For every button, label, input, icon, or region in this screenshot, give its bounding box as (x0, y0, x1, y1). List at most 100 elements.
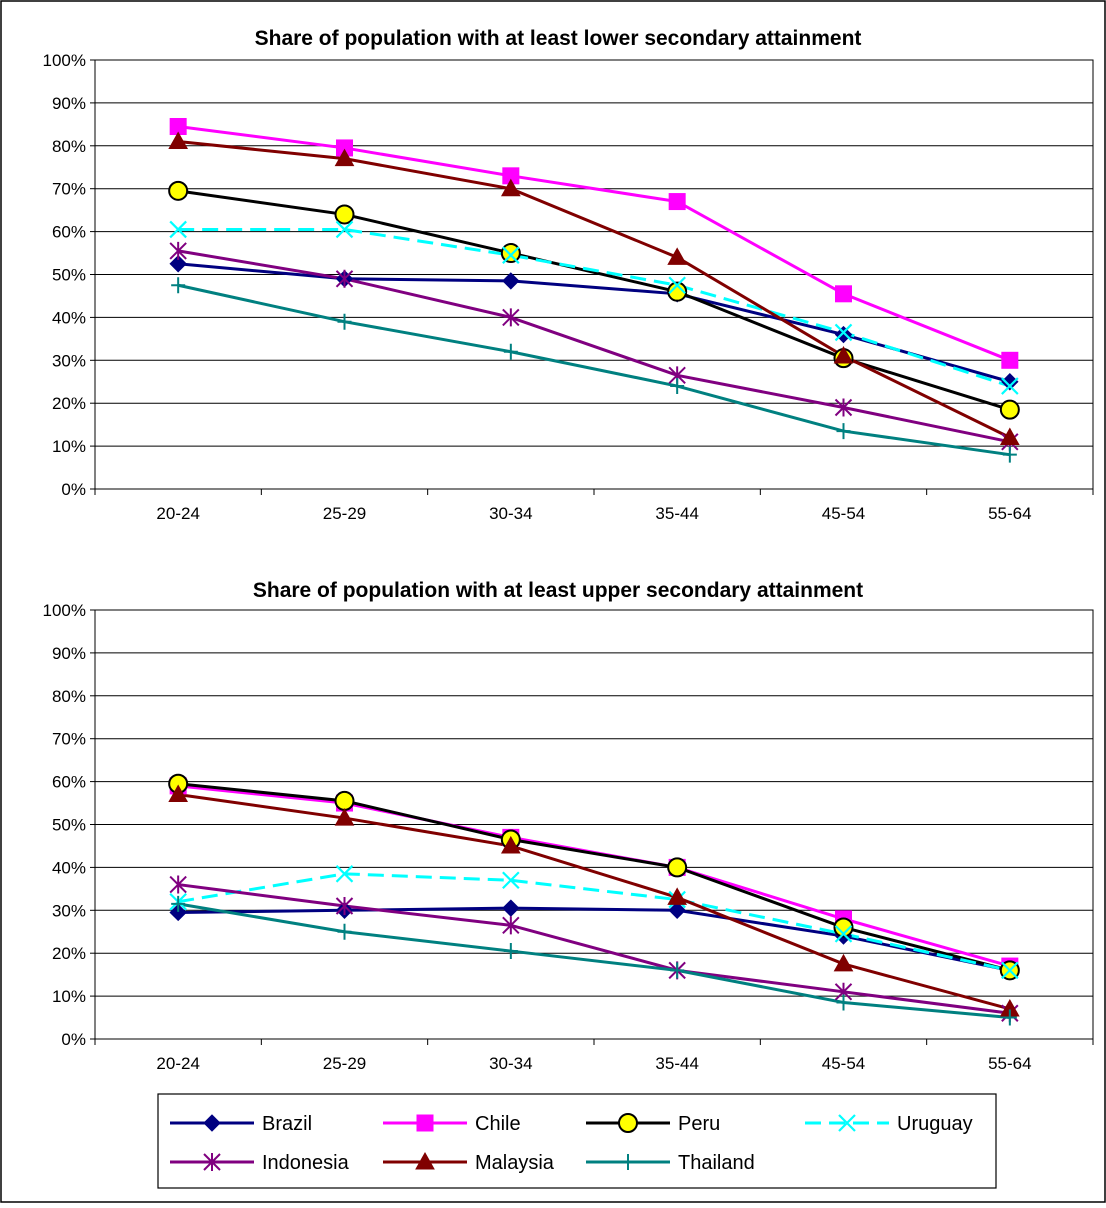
legend-chile-marker (416, 1114, 434, 1132)
legend-indonesia-marker (203, 1153, 221, 1171)
x-tick-label: 35-44 (655, 504, 698, 523)
point-thailand-marker (503, 343, 518, 360)
series-line-malaysia (177, 792, 1011, 1011)
series-line-brazil (178, 906, 1011, 972)
legend-label: Chile (475, 1113, 521, 1135)
point-peru-marker (168, 180, 189, 201)
series-line-uruguay (177, 872, 1011, 972)
legend-item-brazil: Brazil (170, 1113, 312, 1135)
point-malaysia-marker (334, 148, 355, 167)
x-tick-label: 25-29 (323, 1054, 366, 1073)
point-uruguay-marker (1001, 961, 1019, 980)
point-peru-marker (334, 204, 355, 225)
x-tick-label: 55-64 (988, 1054, 1031, 1073)
y-tick-label: 70% (52, 730, 86, 749)
y-tick-label: 80% (52, 687, 86, 706)
y-tick-label: 60% (52, 223, 86, 242)
y-tick-label: 0% (61, 480, 86, 499)
point-peru-marker (833, 917, 854, 938)
series-line-peru (177, 189, 1011, 412)
point-uruguay-marker (335, 865, 354, 883)
point-peru-marker (667, 857, 688, 878)
point-indonesia-marker (502, 916, 520, 935)
point-malaysia-marker (833, 345, 854, 364)
y-tick-label: 70% (52, 180, 86, 199)
y-tick-label: 10% (52, 987, 86, 1006)
y-tick-label: 100% (43, 601, 86, 620)
y-tick-label: 50% (52, 266, 86, 285)
legend-item-indonesia: Indonesia (170, 1152, 350, 1174)
x-tick-label: 20-24 (156, 1054, 199, 1073)
y-tick-label: 100% (43, 51, 86, 70)
y-tick-label: 0% (61, 1030, 86, 1049)
point-indonesia-marker (502, 308, 520, 327)
point-uruguay-marker (1001, 377, 1019, 395)
point-peru-marker (500, 243, 521, 264)
y-tick-label: 40% (52, 308, 86, 327)
point-thailand-marker (670, 378, 685, 395)
point-brazil-marker (834, 325, 853, 344)
x-tick-label: 30-34 (489, 1054, 532, 1073)
point-chile-marker (835, 285, 852, 303)
point-uruguay-marker (502, 871, 520, 890)
legend-label: Malaysia (475, 1152, 555, 1174)
y-tick-label: 20% (52, 944, 86, 963)
legend-item-uruguay: Uruguay (805, 1113, 973, 1135)
legend-uruguay-marker (838, 1114, 856, 1132)
legend-label: Uruguay (897, 1113, 973, 1135)
point-brazil-marker (502, 272, 520, 290)
legend-label: Brazil (262, 1113, 312, 1135)
y-tick-label: 90% (52, 644, 86, 663)
legend: Brazil Chile Peru Uruguay Indonesia Malaysia T… (157, 1093, 997, 1189)
point-uruguay-marker (834, 323, 853, 342)
series-line-indonesia (177, 249, 1011, 444)
point-thailand-marker (171, 277, 186, 294)
legend-malaysia-marker (415, 1151, 435, 1170)
series-line-malaysia (178, 140, 1011, 439)
legend-label: Indonesia (262, 1152, 350, 1174)
legend-item-peru: Peru (586, 1113, 720, 1135)
series-line-thailand (177, 902, 1010, 1020)
point-indonesia-marker (335, 897, 354, 916)
y-tick-label: 90% (52, 94, 86, 113)
point-brazil-marker (502, 899, 520, 917)
point-chile-marker (668, 193, 686, 211)
x-tick-label: 55-64 (988, 504, 1031, 523)
legend-peru-marker (618, 1113, 638, 1133)
chart-title: Share of population with at least lower … (255, 27, 862, 50)
legend-item-chile: Chile (383, 1113, 521, 1135)
point-malaysia-marker (168, 784, 189, 802)
point-malaysia-marker (168, 131, 189, 150)
y-tick-label: 20% (52, 394, 86, 413)
y-tick-label: 10% (52, 437, 86, 456)
series-line-uruguay (178, 227, 1011, 388)
legend-box (157, 1093, 997, 1189)
point-thailand-marker (836, 994, 851, 1011)
panel-upper-secondary: Share of population with at least upper … (43, 579, 1094, 1073)
point-indonesia-marker (169, 241, 187, 260)
point-peru-marker (667, 281, 688, 302)
point-malaysia-marker (500, 178, 521, 197)
point-malaysia-marker (833, 953, 854, 972)
legend-brazil-marker (203, 1114, 221, 1132)
point-indonesia-marker (834, 398, 853, 417)
point-uruguay-marker (834, 925, 853, 943)
y-tick-label: 80% (52, 137, 86, 156)
point-thailand-marker (1002, 446, 1017, 463)
series-line-thailand (177, 283, 1011, 457)
point-thailand-marker (171, 895, 186, 912)
point-thailand-marker (836, 423, 851, 440)
point-malaysia-marker (667, 247, 688, 265)
y-tick-label: 60% (52, 773, 86, 792)
point-thailand-marker (1002, 1009, 1017, 1026)
legend-label: Peru (678, 1113, 720, 1135)
legend-thailand-marker (621, 1154, 635, 1170)
point-malaysia-marker (500, 835, 521, 854)
y-tick-label: 30% (52, 351, 86, 370)
x-tick-label: 45-54 (822, 1054, 865, 1073)
point-brazil-marker (169, 903, 187, 922)
panel-lower-secondary: Share of population with at least lower … (43, 27, 1094, 523)
point-peru-marker (334, 790, 355, 811)
legend-item-thailand: Thailand (586, 1152, 755, 1174)
